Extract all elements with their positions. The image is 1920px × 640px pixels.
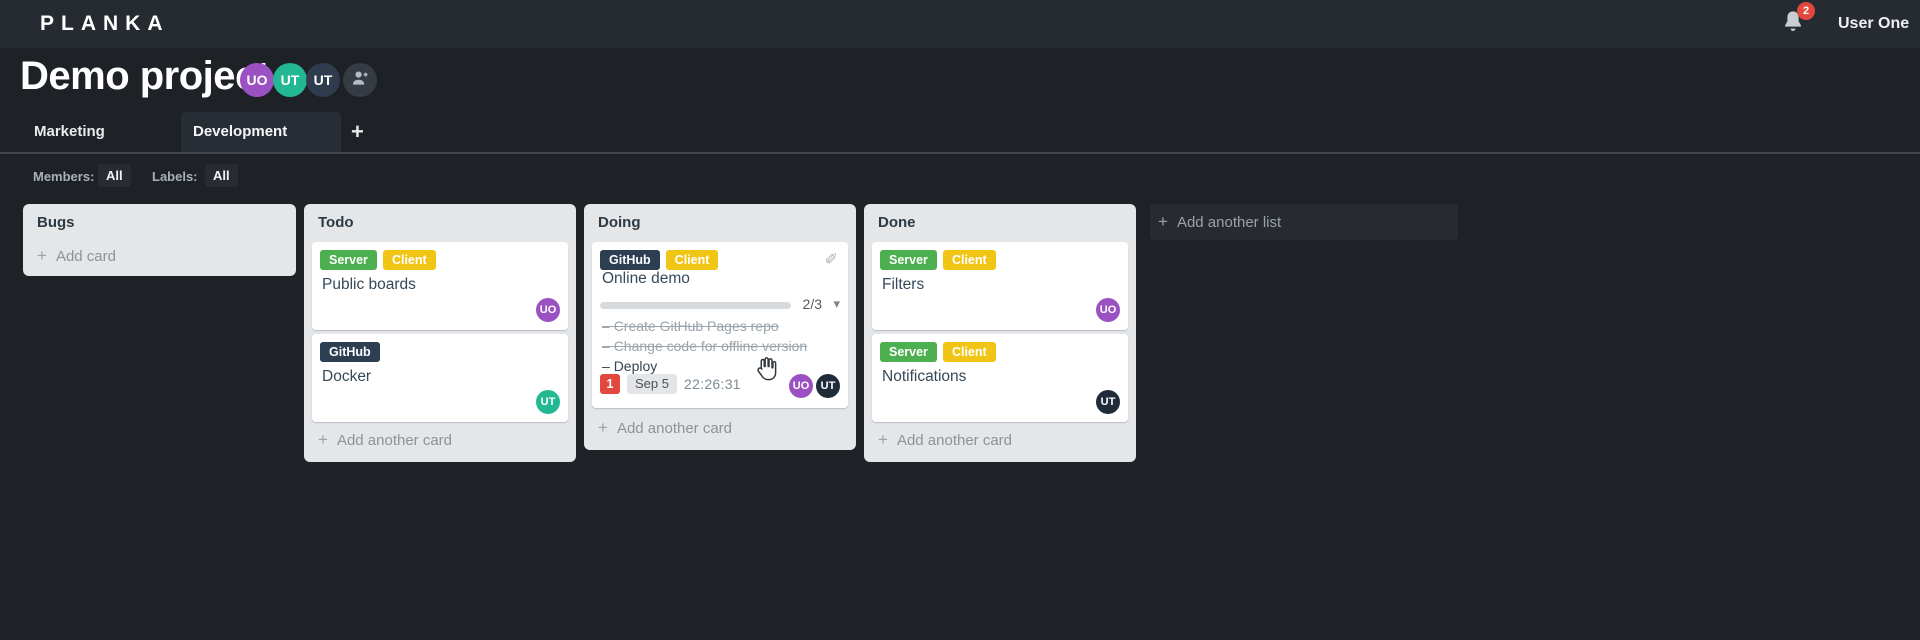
list-bugs: Bugs + Add card xyxy=(23,204,296,276)
user-menu[interactable]: User One xyxy=(1838,15,1910,32)
avatar: UT xyxy=(536,390,560,414)
avatar: UT xyxy=(1096,390,1120,414)
add-card-button[interactable]: + Add card xyxy=(37,246,116,266)
card-members: UO xyxy=(536,298,560,322)
card-members: UT xyxy=(1096,390,1120,414)
card-labels: Server Client xyxy=(880,342,996,362)
label-client: Client xyxy=(665,250,719,270)
card-labels: Server Client xyxy=(880,250,996,270)
card-labels: GitHub Client xyxy=(600,250,719,270)
tab-development[interactable]: Development xyxy=(181,112,341,152)
add-card-button[interactable]: + Add another card xyxy=(598,418,732,438)
due-date-chip: Sep 5 xyxy=(627,374,677,394)
list-done: Done Server Client Filters UO Server Cli… xyxy=(864,204,1136,462)
list-doing: Doing GitHub Client ✎ Online demo 2/3 ▾ … xyxy=(584,204,856,450)
notification-count-badge: 2 xyxy=(1797,2,1815,20)
task-item: Deploy xyxy=(602,356,840,376)
label-server: Server xyxy=(880,250,937,270)
task-progress: 2/3 ▾ xyxy=(600,296,840,312)
label-client: Client xyxy=(382,250,436,270)
avatar: UT xyxy=(816,374,840,398)
add-card-label: Add another card xyxy=(336,431,453,449)
list-todo: Todo Server Client Public boards UO GitH… xyxy=(304,204,576,462)
card-members: UO UT xyxy=(789,374,840,398)
add-card-button[interactable]: + Add another card xyxy=(318,430,452,450)
list-title[interactable]: Done xyxy=(878,214,916,231)
card-name: Public boards xyxy=(322,276,416,293)
planka-logo: PLANKA xyxy=(40,12,170,35)
plus-icon: + xyxy=(878,430,888,449)
card-members: UT xyxy=(536,390,560,414)
card-name: Online demo xyxy=(602,270,690,287)
edit-card-icon[interactable]: ✎ xyxy=(824,248,838,265)
avatar[interactable]: UT xyxy=(306,63,340,97)
card-name: Filters xyxy=(882,276,925,293)
card-public-boards[interactable]: Server Client Public boards UO xyxy=(312,242,568,330)
card-name: Notifications xyxy=(882,368,967,385)
label-client: Client xyxy=(942,342,996,362)
labels-filter-label: Labels: xyxy=(152,169,198,184)
bell-icon xyxy=(1780,11,1806,41)
label-server: Server xyxy=(320,250,377,270)
card-online-demo[interactable]: GitHub Client ✎ Online demo 2/3 ▾ Create… xyxy=(592,242,848,408)
top-bar: PLANKA 2 User One xyxy=(0,0,1920,48)
project-title: Demo project xyxy=(20,54,270,98)
notification-badge: 1 xyxy=(600,374,620,394)
list-title[interactable]: Todo xyxy=(318,214,354,231)
label-github: GitHub xyxy=(600,250,660,270)
avatar[interactable]: UO xyxy=(240,63,274,97)
card-labels: GitHub xyxy=(320,342,380,362)
members-filter-value[interactable]: All xyxy=(98,164,131,187)
tab-marketing[interactable]: Marketing xyxy=(34,123,105,140)
add-card-button[interactable]: + Add another card xyxy=(878,430,1012,450)
avatar[interactable]: UT xyxy=(273,63,307,97)
card-labels: Server Client xyxy=(320,250,436,270)
card-docker[interactable]: GitHub Docker UT xyxy=(312,334,568,422)
add-card-label: Add another card xyxy=(896,431,1013,449)
add-list-button[interactable]: + Add another list xyxy=(1150,204,1458,240)
card-filters[interactable]: Server Client Filters UO xyxy=(872,242,1128,330)
progress-fill xyxy=(600,302,726,309)
task-item: Create GitHub Pages repo xyxy=(602,316,840,336)
card-members: UO xyxy=(1096,298,1120,322)
avatar: UO xyxy=(536,298,560,322)
add-card-label: Add another card xyxy=(616,419,733,437)
add-card-label: Add card xyxy=(55,247,116,265)
list-title[interactable]: Doing xyxy=(598,214,641,231)
task-list: Create GitHub Pages repo Change code for… xyxy=(602,316,840,376)
timer-value: 22:26:31 xyxy=(683,376,741,392)
list-title[interactable]: Bugs xyxy=(37,214,75,231)
card-footer: 1 Sep 5 22:26:31 xyxy=(600,374,741,394)
add-list-label: Add another list xyxy=(1176,213,1282,231)
notifications-button[interactable] xyxy=(1780,9,1808,39)
card-name: Docker xyxy=(322,368,372,385)
add-user-icon xyxy=(350,68,370,93)
task-item: Change code for offline version xyxy=(602,336,840,356)
card-notifications[interactable]: Server Client Notifications UT xyxy=(872,334,1128,422)
add-board-button[interactable]: + xyxy=(351,119,364,144)
plus-icon: + xyxy=(598,418,608,437)
label-server: Server xyxy=(880,342,937,362)
plus-icon: + xyxy=(1158,212,1168,231)
label-client: Client xyxy=(942,250,996,270)
label-github: GitHub xyxy=(320,342,380,362)
avatar: UO xyxy=(1096,298,1120,322)
plus-icon: + xyxy=(318,430,328,449)
plus-icon: + xyxy=(37,246,47,265)
labels-filter-value[interactable]: All xyxy=(205,164,238,187)
tabs-divider xyxy=(0,152,1920,154)
chevron-down-icon[interactable]: ▾ xyxy=(833,296,840,311)
project-members: UO UT UT xyxy=(240,63,377,97)
members-filter-label: Members: xyxy=(33,169,95,184)
progress-track xyxy=(600,302,791,309)
tab-label: Development xyxy=(193,123,288,140)
avatar: UO xyxy=(789,374,813,398)
progress-label: 2/3 xyxy=(802,296,822,312)
add-member-button[interactable] xyxy=(343,63,377,97)
